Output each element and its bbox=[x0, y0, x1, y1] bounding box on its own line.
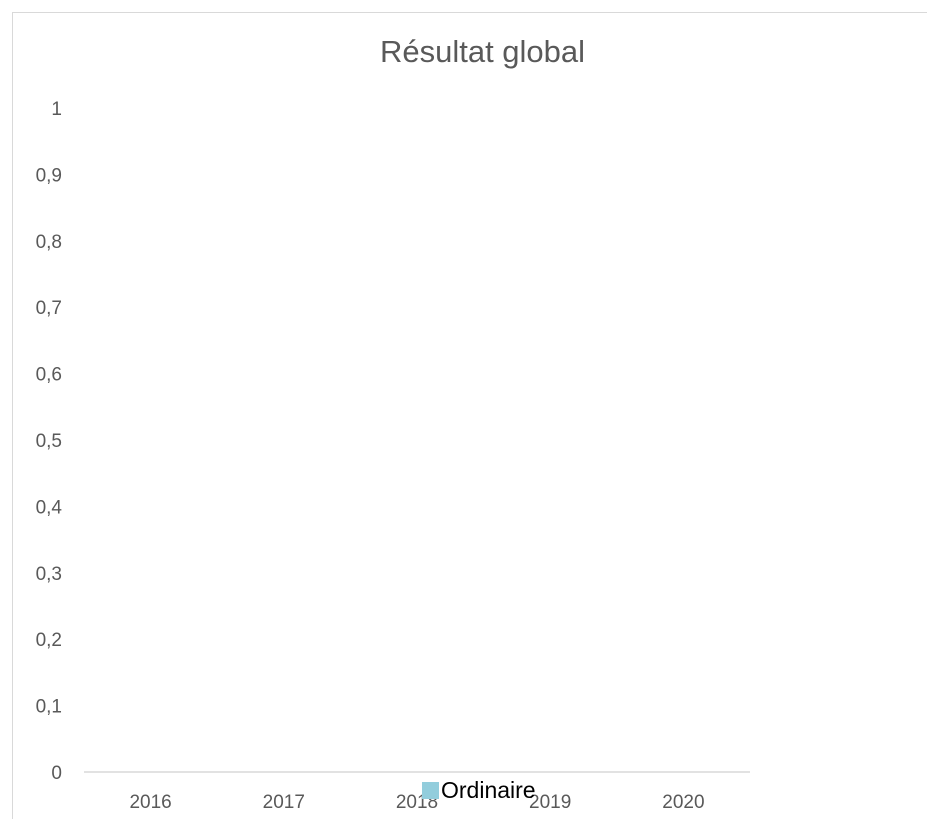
x-tick-label: 2016 bbox=[129, 792, 171, 813]
y-tick-label: 0,6 bbox=[36, 365, 62, 386]
legend-label-ordinaire: Ordinaire bbox=[441, 776, 536, 803]
y-tick-label: 0,4 bbox=[36, 497, 63, 518]
x-tick-label: 2020 bbox=[662, 792, 704, 813]
legend: Ordinaire bbox=[422, 775, 536, 805]
y-tick-label: 0,9 bbox=[36, 165, 62, 186]
y-tick-label: 0,2 bbox=[36, 630, 62, 651]
y-tick-label: 1 bbox=[51, 99, 62, 120]
x-axis-ticks: 2016 2017 2018 2019 2020 bbox=[129, 792, 704, 813]
y-axis-ticks: 0 0,1 0,2 0,3 0,4 0,5 0,6 0,7 0,8 0,9 1 bbox=[36, 99, 63, 784]
y-tick-label: 0,3 bbox=[36, 564, 62, 585]
y-tick-label: 0,1 bbox=[36, 697, 62, 718]
y-tick-label: 0,8 bbox=[36, 232, 62, 253]
y-tick-label: 0 bbox=[51, 763, 62, 784]
y-tick-label: 0,5 bbox=[36, 431, 62, 452]
legend-swatch-ordinaire bbox=[422, 781, 439, 799]
y-tick-label: 0,7 bbox=[36, 298, 62, 319]
chart-title: Résultat global bbox=[379, 34, 586, 69]
x-tick-label: 2019 bbox=[529, 792, 571, 813]
x-tick-label: 2017 bbox=[263, 792, 305, 813]
chart-area bbox=[12, 12, 927, 819]
